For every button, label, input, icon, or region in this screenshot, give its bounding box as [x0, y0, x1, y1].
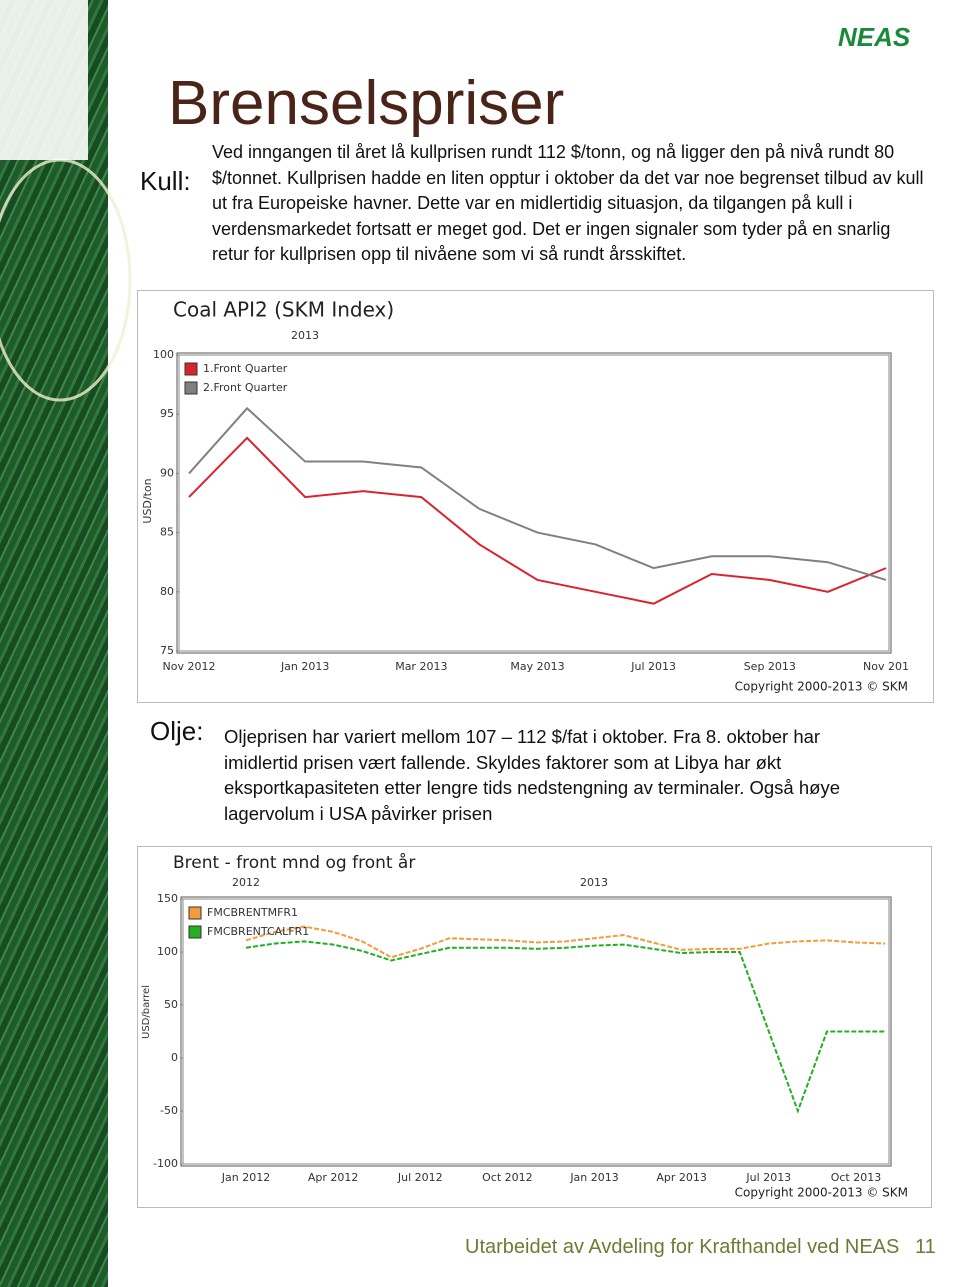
- plot-area: [182, 898, 890, 1165]
- x-tick-label: Jul 2012: [397, 1171, 443, 1184]
- logo: NEAS: [838, 22, 911, 52]
- y-tick-label: -50: [160, 1104, 178, 1117]
- legend-swatch: [184, 381, 198, 395]
- legend-swatch: [188, 925, 202, 939]
- slide-title: Brenselspriser: [168, 69, 565, 138]
- legend-label: FMCBRENTCALFR1: [207, 925, 309, 938]
- chart-title: Brent - front mnd og front år: [173, 852, 415, 873]
- chart-title: Coal API2 (SKM Index): [173, 298, 394, 322]
- chart: Brent - front mnd og front år USD/barrel…: [137, 846, 932, 1208]
- data-line: [245, 925, 886, 959]
- y-axis-label: USD/ton: [141, 478, 154, 523]
- chart: Coal API2 (SKM Index) USD/ton Copyright …: [137, 290, 934, 703]
- legend-label: 1.Front Quarter: [203, 362, 288, 375]
- x-tick-label: Nov 201: [863, 660, 909, 673]
- data-line: [188, 436, 887, 605]
- plot-area: [178, 354, 890, 652]
- y-tick-label: 85: [160, 526, 174, 539]
- legend-swatch: [184, 362, 198, 376]
- y-axis-label: USD/barrel: [141, 985, 152, 1039]
- y-tick-label: 150: [157, 892, 178, 905]
- plot-frame: [176, 352, 892, 654]
- section-label: Kull:: [140, 166, 191, 196]
- paragraph: Oljeprisen har variert mellom 107 – 112 …: [224, 726, 840, 824]
- copyright: Copyright 2000-2013 © SKM: [735, 1186, 908, 1200]
- x-tick-label: Apr 2013: [656, 1171, 707, 1184]
- x-tick-label: May 2013: [510, 660, 564, 673]
- legend-swatch: [188, 906, 202, 920]
- x-tick-label: Nov 2012: [163, 660, 216, 673]
- y-tick-label: -100: [153, 1157, 178, 1170]
- plot-frame: [180, 896, 892, 1167]
- footer: Utarbeidet av Avdeling for Krafthandel v…: [465, 1236, 900, 1258]
- x-tick-label: Oct 2013: [831, 1171, 882, 1184]
- x-tick-label: Oct 2012: [482, 1171, 533, 1184]
- page-number: 11: [915, 1236, 936, 1258]
- x-tick-label: Jul 2013: [745, 1171, 791, 1184]
- y-tick-label: 80: [160, 585, 174, 598]
- legend-label: FMCBRENTMFR1: [207, 906, 298, 919]
- paragraph: Ved inngangen til året lå kullprisen run…: [212, 142, 924, 264]
- decor-strip: [0, 0, 108, 1287]
- period-label: 2013: [291, 329, 319, 342]
- y-tick-label: 0: [171, 1051, 178, 1064]
- data-line: [188, 406, 887, 581]
- y-tick-label: 75: [160, 644, 174, 657]
- y-tick-label: 100: [157, 945, 178, 958]
- period-label: 2012: [232, 876, 260, 889]
- section-label: Olje:: [150, 716, 204, 746]
- y-tick-label: 50: [164, 998, 178, 1011]
- legend-label: 2.Front Quarter: [203, 381, 288, 394]
- x-tick-label: Jan 2013: [569, 1171, 618, 1184]
- x-tick-label: Jan 2012: [221, 1171, 270, 1184]
- x-tick-label: Jan 2013: [280, 660, 329, 673]
- period-label: 2013: [580, 876, 608, 889]
- y-tick-label: 95: [160, 407, 174, 420]
- x-tick-label: Sep 2013: [744, 660, 796, 673]
- x-tick-label: Mar 2013: [395, 660, 447, 673]
- y-tick-label: 100: [153, 348, 174, 361]
- x-tick-label: Jul 2013: [630, 660, 676, 673]
- decor-arcs: [0, 0, 132, 402]
- x-tick-label: Apr 2012: [308, 1171, 359, 1184]
- y-tick-label: 90: [160, 466, 174, 479]
- data-line: [245, 940, 885, 1114]
- copyright: Copyright 2000-2013 © SKM: [735, 680, 908, 694]
